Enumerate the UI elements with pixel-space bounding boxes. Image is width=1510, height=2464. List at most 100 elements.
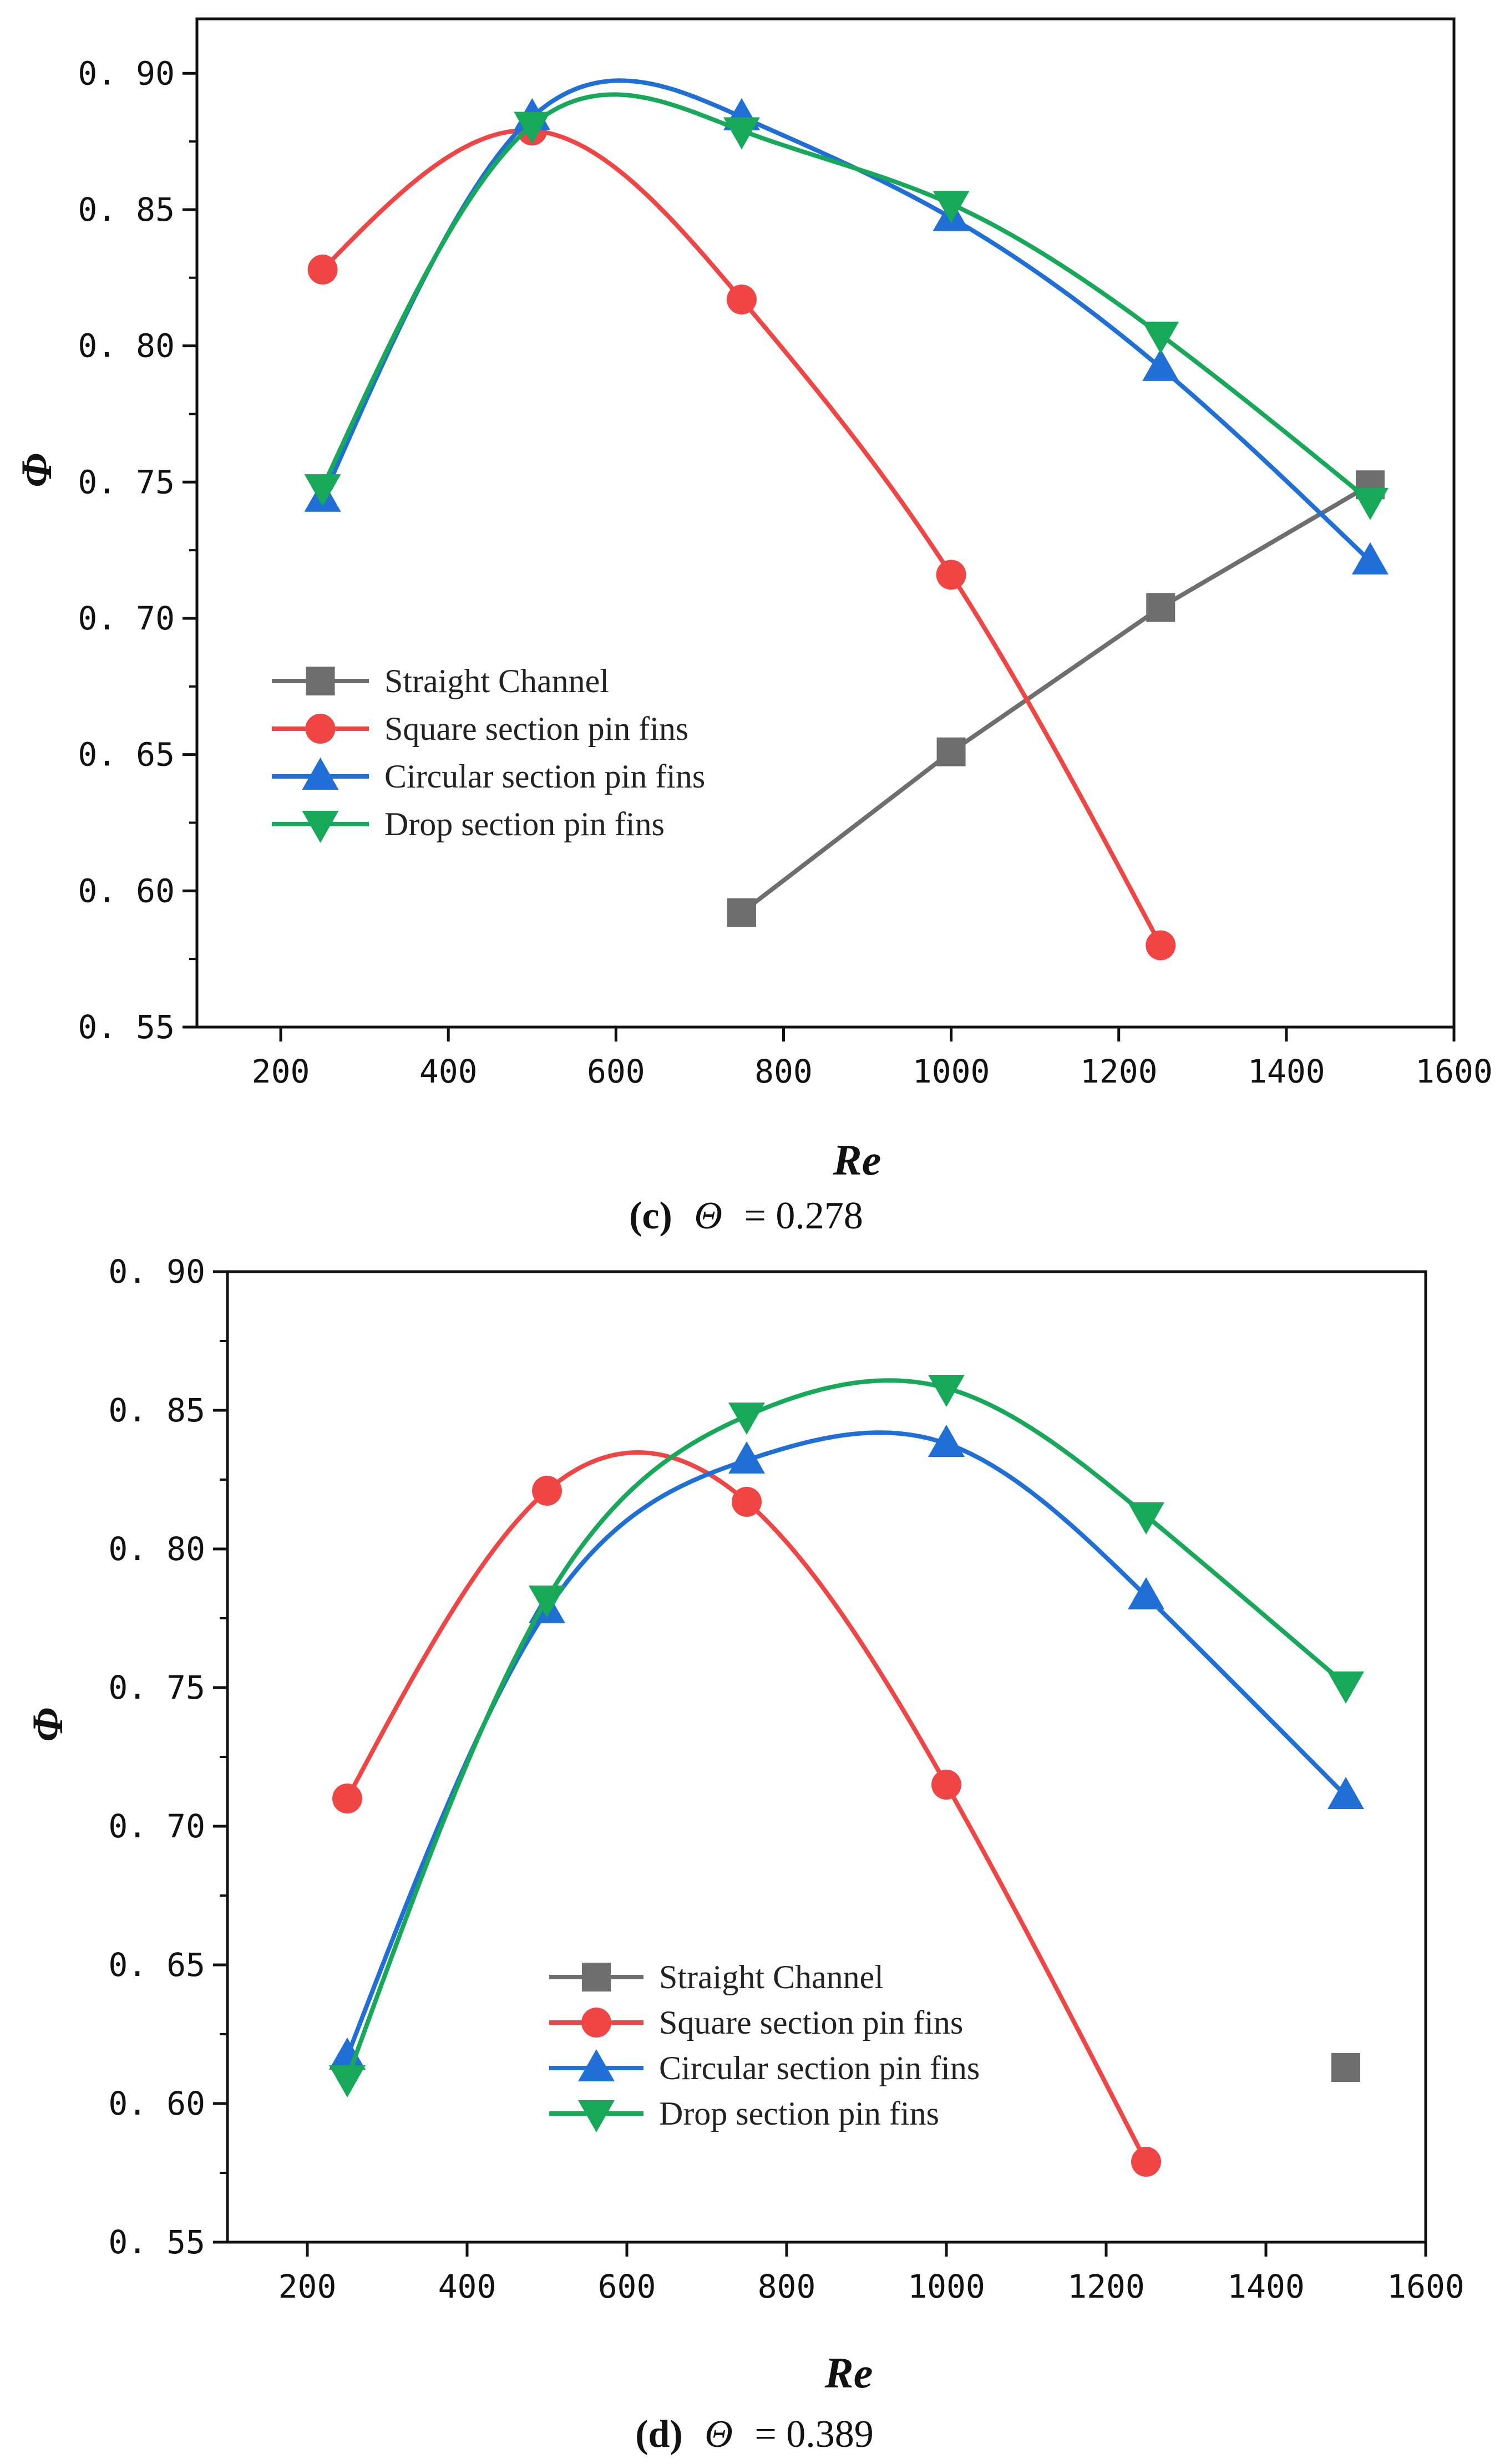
legend-label-circular-section-pin-fins-c: Circular section pin fins [384, 758, 705, 795]
data-point-drop-section-pin-fins-d [329, 2065, 366, 2097]
data-point-drop-section-pin-fins-c [514, 111, 551, 144]
data-point-circular-section-pin-fins-d [1128, 1577, 1164, 1609]
legend-marker-straight-channel-c [306, 667, 335, 695]
caption-c: (c) Θ = 0.278 [629, 1195, 863, 1237]
data-point-square-section-pin-fins-c [936, 560, 966, 590]
data-point-drop-section-pin-fins-c [304, 474, 341, 507]
x-tick-label-d: 1400 [1227, 2268, 1305, 2305]
data-point-drop-section-pin-fins-d [928, 1375, 965, 1407]
caption-value-d: = 0.389 [754, 2413, 873, 2456]
legend-marker-drop-section-pin-fins-c [302, 811, 339, 843]
caption-label-d: (d) [635, 2413, 683, 2456]
y-tick-label-c: 0. 90 [78, 54, 175, 92]
caption-label-c: (c) [629, 1195, 672, 1237]
data-point-square-section-pin-fins-d [732, 1487, 762, 1517]
x-tick-label-d: 400 [438, 2268, 496, 2305]
series-line-circular-section-pin-fins-d [345, 1430, 1347, 2057]
legend-label-drop-section-pin-fins-d: Drop section pin fins [659, 2095, 939, 2132]
data-point-drop-section-pin-fins-c [1351, 487, 1389, 520]
x-tick-label-d: 1200 [1067, 2268, 1145, 2305]
y-tick-label-d: 0. 65 [108, 1946, 205, 1984]
data-point-circular-section-pin-fins-d [728, 1441, 765, 1474]
y-axis-title-d: Φ [23, 1708, 72, 1742]
y-tick-label-c: 0. 55 [78, 1008, 175, 1046]
x-tick-label-d: 600 [598, 2268, 656, 2305]
y-tick-label-c: 0. 80 [78, 327, 175, 365]
legend-label-square-section-pin-fins-d: Square section pin fins [659, 2004, 963, 2041]
legend-label-drop-section-pin-fins-c: Drop section pin fins [384, 806, 665, 842]
data-point-drop-section-pin-fins-d [529, 1586, 565, 1618]
series-line-drop-section-pin-fins-d [345, 1378, 1347, 2080]
data-point-square-section-pin-fins-d [931, 1770, 961, 1800]
data-point-drop-section-pin-fins-c [723, 117, 760, 150]
data-point-square-section-pin-fins-c [307, 255, 338, 285]
y-tick-label-d: 0. 70 [108, 1807, 205, 1845]
x-axis-title-d: Re [824, 2349, 873, 2397]
x-tick-label-c: 400 [419, 1053, 478, 1090]
x-tick-label-c: 1200 [1080, 1053, 1158, 1090]
data-point-drop-section-pin-fins-c [933, 191, 970, 223]
legend-marker-square-section-pin-fins-d [581, 2008, 611, 2038]
data-point-circular-section-pin-fins-d [329, 2038, 366, 2070]
x-tick-label-c: 800 [754, 1053, 813, 1090]
data-point-circular-section-pin-fins-c [1351, 542, 1389, 575]
legend-marker-square-section-pin-fins-c [305, 714, 336, 744]
x-tick-label-c: 1400 [1248, 1053, 1325, 1090]
data-point-drop-section-pin-fins-c [1142, 321, 1179, 354]
data-point-circular-section-pin-fins-c [1142, 348, 1179, 381]
data-point-straight-channel-c [727, 898, 756, 927]
y-tick-label-d: 0. 85 [108, 1391, 205, 1429]
data-point-drop-section-pin-fins-d [1128, 1502, 1164, 1535]
x-tick-label-d: 200 [278, 2268, 337, 2305]
legend-marker-straight-channel-d [582, 1963, 611, 1991]
x-axis-title-c: Re [833, 1136, 881, 1184]
data-point-circular-section-pin-fins-d [1327, 1777, 1364, 1809]
x-tick-label-d: 1000 [908, 2268, 985, 2305]
data-point-circular-section-pin-fins-d [928, 1425, 965, 1457]
data-point-straight-channel-c [936, 737, 966, 766]
series-line-drop-section-pin-fins-c [320, 92, 1372, 503]
x-tick-label-d: 1600 [1387, 2268, 1465, 2305]
x-tick-label-c: 1600 [1415, 1053, 1493, 1090]
legend-marker-drop-section-pin-fins-d [578, 2100, 615, 2132]
y-tick-label-d: 0. 90 [108, 1253, 205, 1291]
caption-symbol-d: Θ [705, 2413, 733, 2456]
data-point-square-section-pin-fins-d [1131, 2147, 1161, 2177]
plot-frame-c [195, 17, 1456, 1029]
data-point-straight-channel-c [1146, 593, 1175, 622]
chart-panel-c: 200 400 600 800 1000 1200 1400 1600 0. 55 0. 60 0.… [12, 17, 1493, 1237]
x-tick-label-c: 200 [252, 1053, 310, 1090]
data-point-square-section-pin-fins-d [532, 1476, 562, 1506]
y-tick-label-d: 0. 80 [108, 1530, 205, 1568]
legend-marker-circular-section-pin-fins-c [302, 758, 339, 790]
y-axis-title-c: Φ [12, 453, 60, 487]
y-tick-label-c: 0. 85 [78, 191, 175, 228]
y-tick-label-c: 0. 60 [78, 872, 175, 910]
series-line-circular-section-pin-fins-c [320, 78, 1372, 563]
legend-label-square-section-pin-fins-c: Square section pin fins [384, 710, 688, 747]
y-tick-label-c: 0. 75 [78, 463, 175, 501]
legend-marker-circular-section-pin-fins-d [578, 2049, 615, 2081]
y-tick-label-d: 0. 60 [108, 2085, 205, 2122]
x-tick-label-c: 1000 [913, 1053, 990, 1090]
data-point-straight-channel-d [1331, 2053, 1360, 2082]
data-point-square-section-pin-fins-d [332, 1784, 362, 1813]
legend-label-straight-channel-c: Straight Channel [384, 663, 609, 699]
caption-value-c: = 0.278 [744, 1195, 863, 1237]
series-line-straight-channel-c [740, 482, 1371, 915]
data-point-drop-section-pin-fins-d [728, 1403, 765, 1435]
data-point-square-section-pin-fins-c [1146, 930, 1176, 961]
y-tick-label-d: 0. 55 [108, 2223, 205, 2261]
data-point-square-section-pin-fins-c [726, 284, 757, 315]
chart-panel-d: 200 400 600 800 1000 1200 1400 1600 0. 55 0. 60 0.… [23, 1253, 1465, 2456]
y-tick-label-c: 0. 70 [78, 600, 175, 637]
legend-label-straight-channel-d: Straight Channel [659, 1959, 884, 1995]
caption-symbol-c: Θ [694, 1195, 722, 1237]
y-tick-label-d: 0. 75 [108, 1669, 205, 1706]
x-tick-label-c: 600 [587, 1053, 645, 1090]
y-tick-label-c: 0. 65 [78, 736, 175, 774]
legend-label-circular-section-pin-fins-d: Circular section pin fins [659, 2050, 980, 2086]
x-tick-label-d: 800 [758, 2268, 816, 2305]
data-point-drop-section-pin-fins-d [1327, 1672, 1364, 1704]
